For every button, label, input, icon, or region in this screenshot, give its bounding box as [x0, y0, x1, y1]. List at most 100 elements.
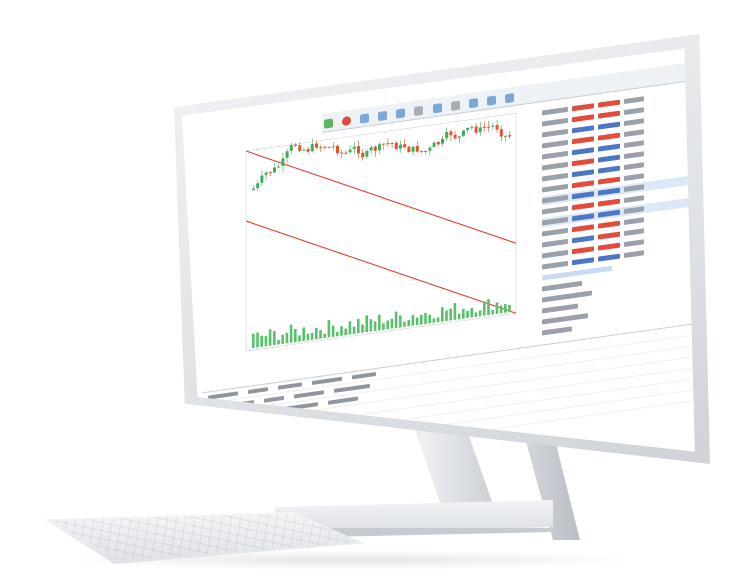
volume-bar: [315, 327, 318, 340]
volume-bar: [336, 331, 339, 337]
volume-bar: [411, 314, 415, 326]
candle-body: [462, 130, 465, 137]
volume-bar: [424, 312, 427, 325]
candle-body: [428, 147, 432, 152]
volume-bar: [306, 333, 310, 341]
volume-bar: [491, 309, 494, 315]
volume-bar: [369, 318, 373, 332]
volume-bar: [470, 307, 473, 318]
candle-body: [369, 147, 373, 151]
candle-body: [361, 152, 365, 158]
volume-bar: [277, 339, 280, 345]
candle-body: [378, 144, 381, 151]
candle-body: [281, 158, 285, 167]
candle-body: [327, 146, 331, 149]
candle-body: [344, 152, 348, 154]
price-chart[interactable]: [182, 48, 695, 451]
volume-bar: [256, 332, 259, 348]
candle-body: [264, 172, 268, 176]
volume-bar: [365, 315, 368, 333]
candle-body: [457, 136, 461, 138]
candle-body: [390, 142, 394, 145]
candle-body: [436, 141, 440, 145]
volume-bar: [340, 326, 343, 336]
volume-bar: [407, 319, 410, 327]
volume-bar: [478, 310, 482, 317]
volume-bar: [487, 298, 490, 316]
volume-bar: [289, 324, 293, 343]
volume-bar: [348, 321, 352, 335]
candle-body: [323, 146, 327, 148]
volume-bar: [264, 335, 268, 347]
volume-bar: [474, 312, 478, 318]
volume-bar: [399, 315, 402, 328]
volume-bar: [298, 335, 301, 342]
candle-body: [394, 142, 398, 150]
volume-bar: [268, 329, 272, 346]
volume-bar: [504, 303, 507, 313]
candle-body: [289, 145, 293, 151]
volume-bar: [285, 332, 289, 344]
trading-terminal-ui: [182, 48, 695, 452]
candle-body: [453, 134, 457, 139]
candle-body: [310, 143, 314, 152]
candle-body: [508, 134, 512, 137]
candle-body: [277, 166, 281, 168]
candle-body: [382, 143, 386, 145]
candle-body: [449, 131, 453, 136]
candle-body: [495, 124, 499, 130]
volume-bar: [508, 304, 511, 313]
volume-bar: [403, 321, 406, 328]
volume-bar: [357, 318, 360, 334]
candle-body: [373, 146, 377, 152]
monitor-base-edge: [275, 528, 553, 538]
candle-body: [365, 150, 369, 157]
candle-body: [499, 128, 503, 137]
candle-body: [340, 152, 344, 154]
candle-body: [424, 150, 428, 153]
volume-bar: [281, 334, 285, 345]
volume-bar: [415, 317, 419, 326]
volume-bar: [390, 318, 394, 329]
volume-bar: [319, 330, 322, 339]
volume-bar: [386, 320, 389, 330]
volume-bar: [457, 313, 461, 320]
candle-body: [348, 149, 352, 153]
candle-body: [273, 167, 276, 173]
volume-bar: [310, 332, 314, 340]
candle-body: [483, 126, 486, 129]
volume-bar: [449, 308, 452, 321]
candle-body: [441, 138, 444, 144]
chart-plot-group: [245, 112, 517, 352]
candle-body: [386, 142, 390, 145]
volume-bar: [373, 321, 377, 332]
candle-body: [491, 125, 495, 127]
candle-body: [403, 143, 407, 148]
candle-body: [415, 145, 419, 152]
candle-body: [319, 146, 323, 149]
volume-bar: [260, 335, 264, 348]
volume-bar: [273, 330, 276, 346]
candlestick-chart-svg: [245, 112, 517, 352]
volume-bar: [445, 310, 448, 322]
candle-body: [306, 148, 310, 152]
channel-lower-line: [245, 220, 517, 314]
candle-body: [470, 126, 474, 129]
volume-bar: [331, 325, 335, 338]
candle-body: [302, 149, 306, 151]
candle-body: [504, 135, 507, 137]
candle-body: [399, 144, 402, 149]
volume-bar: [495, 302, 499, 315]
volume-bar: [382, 323, 385, 330]
candle-body: [285, 151, 289, 159]
volume-bar: [344, 328, 347, 336]
volume-bar: [436, 317, 440, 323]
candle-body: [336, 145, 339, 154]
volume-bar: [378, 314, 381, 331]
volume-bar: [441, 306, 444, 322]
volume-bar: [294, 328, 297, 343]
volume-bar: [466, 310, 469, 319]
monitor-screen: [182, 48, 695, 452]
volume-bar: [428, 314, 431, 324]
